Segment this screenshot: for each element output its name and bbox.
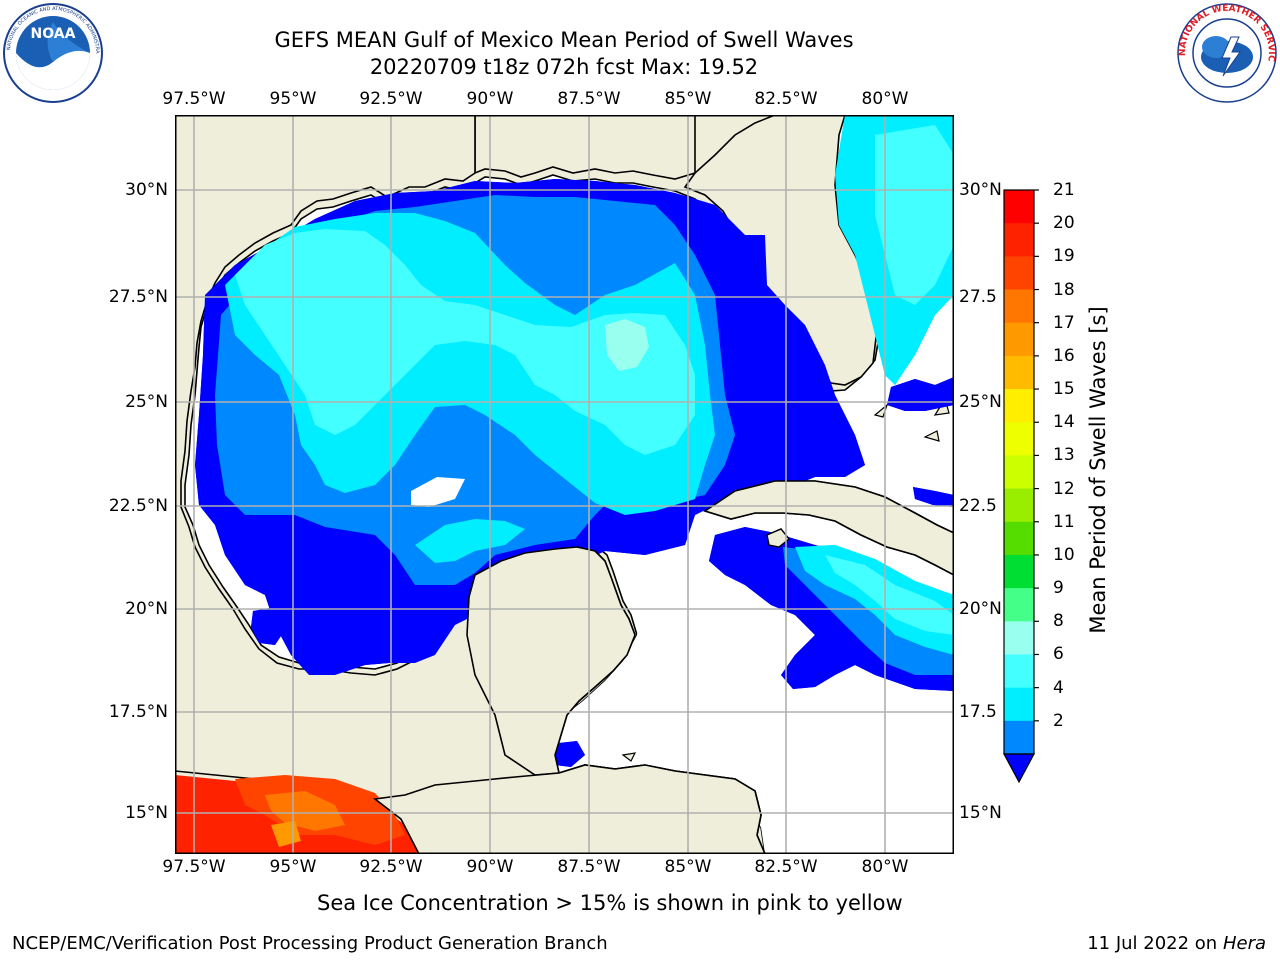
colorbar-swatch	[1004, 289, 1034, 324]
lat-tick-label: 27.5°N	[108, 287, 168, 307]
lon-tick-label: 92.5°W	[359, 89, 423, 109]
colorbar-label: 20	[1053, 213, 1075, 234]
lon-tick-label: 92.5°W	[359, 857, 423, 877]
colorbar-swatch	[1004, 521, 1034, 556]
lon-tick-label: 80°W	[861, 857, 909, 877]
map-canvas	[175, 115, 954, 854]
footer-right: 11 Jul 2022 on Hera	[1087, 933, 1266, 954]
colorbar-label: 12	[1053, 478, 1075, 499]
nws-logo: NATIONAL WEATHER SERVICE	[1173, 0, 1278, 104]
colorbar-swatch	[1004, 422, 1034, 456]
colorbar-swatch	[1004, 720, 1034, 755]
footer-host: Hera	[1222, 933, 1266, 954]
colorbar-label: 17	[1053, 312, 1075, 333]
colorbar-label: 21	[1053, 180, 1075, 200]
graticule	[175, 115, 954, 854]
land-island-bahamas-2	[923, 430, 940, 442]
land-central-america-top	[372, 764, 766, 854]
land-louisiana	[474, 115, 696, 180]
colorbar-swatch	[1004, 588, 1034, 622]
colorbar-swatch	[1004, 455, 1034, 490]
colorbar-swatch	[1004, 223, 1034, 257]
colorbar-label: 8	[1053, 611, 1064, 632]
lat-tick-label: 15°N	[959, 803, 1002, 823]
colorbar-swatch	[1004, 488, 1034, 523]
lat-tick-label: 15°N	[125, 803, 168, 823]
colorbar-label: 18	[1053, 279, 1075, 300]
lon-tick-label: 82.5°W	[754, 857, 818, 877]
colorbar-label: 10	[1053, 544, 1075, 565]
colorbar-label: 4	[1053, 677, 1064, 698]
lon-tick-label: 95°W	[269, 857, 317, 877]
colorbar-label: 16	[1053, 345, 1075, 366]
lat-tick-label: 17.5°N	[108, 702, 168, 722]
colorbar-label: 13	[1053, 445, 1075, 466]
land-island-bay	[621, 752, 637, 762]
lat-tick-label: 25°N	[125, 392, 168, 412]
colorbar-swatch	[1004, 190, 1034, 224]
footer-date: 11 Jul 2022 on	[1087, 933, 1223, 954]
lon-tick-label: 97.5°W	[162, 857, 226, 877]
lat-tick-label: 30°N	[125, 180, 168, 200]
map-border	[175, 115, 954, 854]
colorbar-canvas	[1002, 189, 1039, 784]
colorbar-label: 19	[1053, 246, 1075, 267]
lon-tick-label: 97.5°W	[162, 89, 226, 109]
colorbar-swatch	[1004, 355, 1034, 390]
lon-tick-label: 87.5°W	[557, 89, 621, 109]
lon-tick-label: 90°W	[466, 89, 514, 109]
colorbar-title: Mean Period of Swell Waves [s]	[1086, 306, 1110, 634]
lat-tick-label: 25°N	[959, 392, 1002, 412]
lon-tick-label: 85°W	[664, 89, 712, 109]
lon-tick-label: 95°W	[269, 89, 317, 109]
lat-tick-label: 30°N	[959, 180, 1002, 200]
map-frame	[175, 115, 954, 854]
land-isle-youth-top	[766, 528, 790, 548]
colorbar-label: 11	[1053, 511, 1075, 532]
lat-tick-label: 22.5	[959, 496, 997, 516]
colorbar	[1000, 186, 1040, 786]
noaa-logo: NOAA NATIONAL OCEANIC AND ATMOSPHERIC AD…	[0, 0, 104, 104]
land-yucatan	[466, 546, 636, 776]
colorbar-swatch	[1004, 687, 1034, 722]
colorbar-label: 9	[1053, 578, 1064, 599]
lat-tick-label: 20°N	[125, 599, 168, 619]
colorbar-swatch	[1004, 322, 1034, 357]
lon-tick-label: 82.5°W	[754, 89, 818, 109]
colorbar-label: 6	[1053, 644, 1064, 665]
colorbar-label: 15	[1053, 379, 1075, 400]
map-subtitle: 20220709 t18z 072h fcst Max: 19.52	[369, 55, 759, 79]
colorbar-extend-triangle	[1002, 753, 1036, 784]
sea-ice-note: Sea Ice Concentration > 15% is shown in …	[317, 891, 903, 915]
colorbar-swatch	[1004, 554, 1034, 589]
lon-tick-label: 87.5°W	[557, 857, 621, 877]
lon-tick-label: 90°W	[466, 857, 514, 877]
colorbar-border	[1003, 189, 1035, 755]
colorbar-label: 14	[1053, 412, 1075, 433]
lat-tick-label: 20°N	[959, 599, 1002, 619]
lon-tick-label: 80°W	[861, 89, 909, 109]
lat-tick-label: 22.5°N	[108, 496, 168, 516]
lat-tick-label: 27.5	[959, 287, 997, 307]
footer-left: NCEP/EMC/Verification Post Processing Pr…	[12, 933, 608, 954]
colorbar-swatch	[1004, 389, 1034, 423]
colorbar-swatch	[1004, 256, 1034, 291]
colorbar-swatch	[1004, 621, 1034, 655]
colorbar-label: 2	[1053, 710, 1064, 731]
map-title: GEFS MEAN Gulf of Mexico Mean Period of …	[274, 28, 854, 52]
colorbar-swatch	[1004, 654, 1034, 689]
lat-tick-label: 17.5	[959, 702, 997, 722]
land-cuba-top	[703, 480, 954, 576]
lon-tick-label: 85°W	[664, 857, 712, 877]
svg-text:NOAA: NOAA	[31, 26, 76, 42]
